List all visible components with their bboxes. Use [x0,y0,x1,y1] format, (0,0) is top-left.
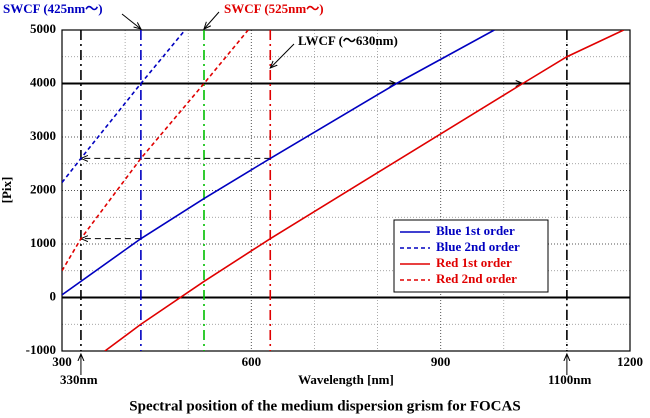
y-axis-label: [Pix] [0,177,14,204]
annotation: 1100nm [548,372,592,387]
y-tick-label: 3000 [30,128,56,143]
chart-title: Spectral position of the medium dispersi… [129,398,520,414]
series-line [62,30,495,296]
y-tick-label: 2000 [30,181,56,196]
legend-label: Blue 1st order [436,223,515,238]
y-tick-label: 5000 [30,21,56,36]
y-tick-label: 4000 [30,74,56,89]
annotation: SWCF (425nm～) [3,1,103,16]
y-tick-label: -1000 [26,342,56,357]
x-tick-label: 900 [431,354,451,369]
annotation-arrow [270,43,295,68]
x-axis-label: Wavelength [nm] [298,372,394,387]
x-tick-label: 1200 [617,354,643,369]
series-line [62,30,186,183]
x-tick-label: 600 [242,354,262,369]
plot-lines [62,30,625,351]
series-line [104,30,625,351]
annotation: 330nm [60,372,98,387]
series-line [62,30,249,272]
legend-label: Blue 2nd order [436,239,520,254]
x-tick-label: 300 [52,354,72,369]
annotation-arrow [204,11,220,29]
legend-label: Red 1st order [436,255,512,270]
legend-label: Red 2nd order [436,271,517,286]
y-tick-label: 1000 [30,235,56,250]
plot-frame [61,29,631,352]
annotation: SWCF (525nm～) [224,1,324,16]
y-tick-label: 0 [50,288,57,303]
annotation-arrow [121,13,141,29]
annotation: LWCF (～630nm) [298,33,398,48]
